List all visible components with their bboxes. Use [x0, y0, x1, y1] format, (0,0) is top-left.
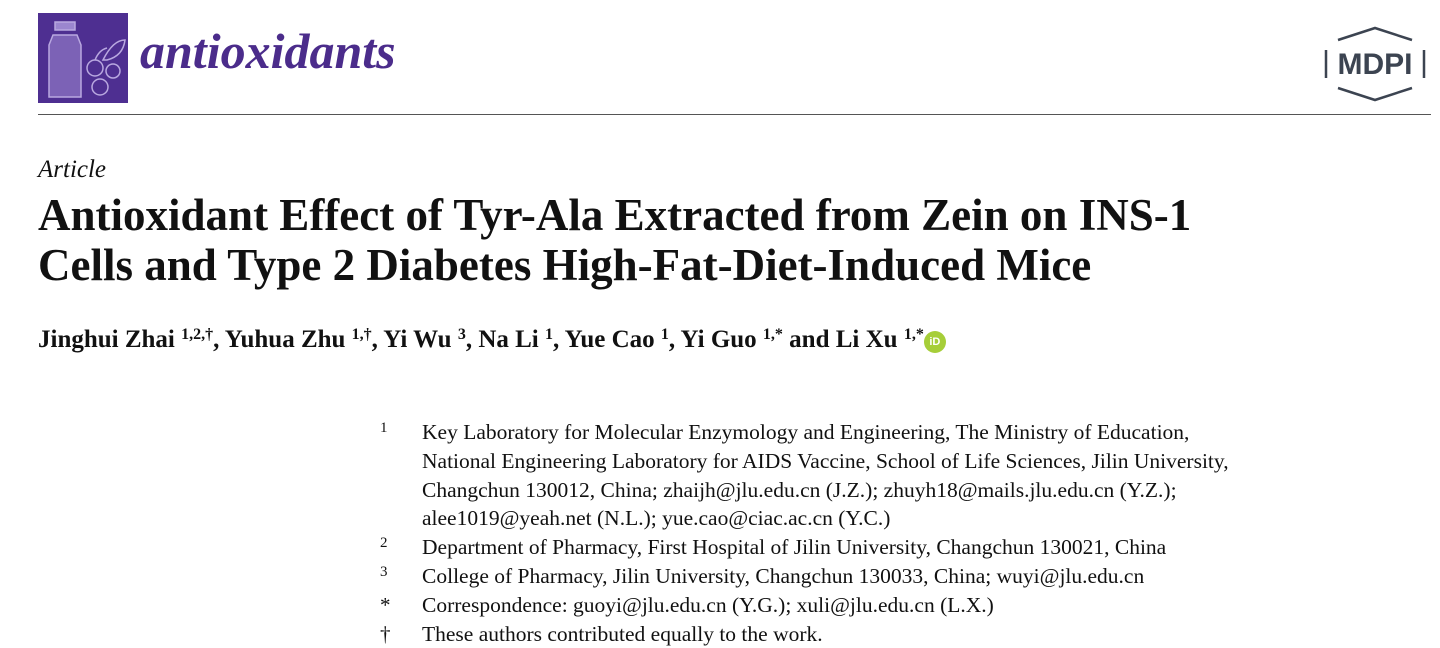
publisher-logo: MDPI: [1318, 26, 1432, 102]
affiliations: 1 Key Laboratory for Molecular Enzymology…: [380, 418, 1229, 648]
affiliation-text: Correspondence: guoyi@jlu.edu.cn (Y.G.);…: [422, 592, 994, 617]
title-line-1: Antioxidant Effect of Tyr-Ala Extracted …: [38, 190, 1192, 240]
author-name[interactable]: Na Li: [478, 326, 539, 353]
author-separator: ,: [465, 326, 479, 353]
author-list: Jinghui Zhai 1,2,†, Yuhua Zhu 1,†, Yi Wu…: [38, 326, 946, 354]
journal-name: antioxidants: [140, 23, 396, 79]
journal-logo-icon: [38, 13, 128, 103]
affiliation-marker: 2: [380, 535, 388, 552]
affiliation-item: 3 College of Pharmacy, Jilin University, …: [380, 562, 1229, 591]
affiliation-marker: *: [380, 592, 391, 617]
affiliation-text: Department of Pharmacy, First Hospital o…: [422, 535, 1167, 560]
orcid-icon[interactable]: iD: [923, 331, 946, 353]
affiliation-item: 1 Key Laboratory for Molecular Enzymology…: [380, 418, 1229, 533]
affiliation-marker: 1: [380, 420, 388, 436]
author-separator: ,: [668, 326, 681, 353]
affiliation-text: College of Pharmacy, Jilin University, C…: [422, 563, 1145, 588]
affiliation-item: † These authors contributed equally to th…: [380, 620, 1229, 648]
affiliation-text: Key Laboratory for Molecular Enzymology …: [422, 420, 1229, 531]
author-separator: ,: [371, 326, 384, 353]
author-name[interactable]: Jinghui Zhai: [38, 326, 175, 353]
title-line-2: Cells and Type 2 Diabetes High-Fat-Diet-…: [38, 240, 1092, 290]
author-name[interactable]: Yi Wu: [383, 326, 452, 353]
affiliation-marker: 3: [380, 563, 388, 580]
author-separator: ,: [553, 326, 565, 353]
author-affiliation-marker: 1,*: [762, 326, 783, 343]
author-name[interactable]: Yuhua Zhu: [224, 326, 346, 353]
author-affiliation-marker: 1,†: [351, 326, 372, 343]
author-separator: ,: [213, 326, 225, 353]
author-affiliation-marker: 1,*: [903, 326, 924, 343]
affiliation-text: These authors contributed equally to the…: [422, 621, 823, 646]
mdpi-logo-text: MDPI: [1338, 48, 1413, 81]
article-type: Article: [38, 156, 107, 183]
affiliation-item: 2 Department of Pharmacy, First Hospital …: [380, 533, 1229, 562]
author-affiliation-marker: 1: [545, 326, 554, 343]
author-affiliation-marker: 3: [457, 326, 466, 343]
author-affiliation-marker: 1,2,†: [181, 326, 214, 343]
author-separator: and: [782, 326, 836, 353]
article-title: Antioxidant Effect of Tyr-Ala Extracted …: [38, 190, 1191, 290]
header-divider: [38, 114, 1431, 115]
affiliation-item: * Correspondence: guoyi@jlu.edu.cn (Y.G.)…: [380, 591, 1229, 620]
affiliation-marker: †: [380, 621, 391, 646]
author-name[interactable]: Li Xu: [835, 326, 898, 353]
author-name[interactable]: Yi Guo: [680, 326, 757, 353]
author-affiliation-marker: 1: [660, 326, 669, 343]
author-name[interactable]: Yue Cao: [564, 326, 655, 353]
